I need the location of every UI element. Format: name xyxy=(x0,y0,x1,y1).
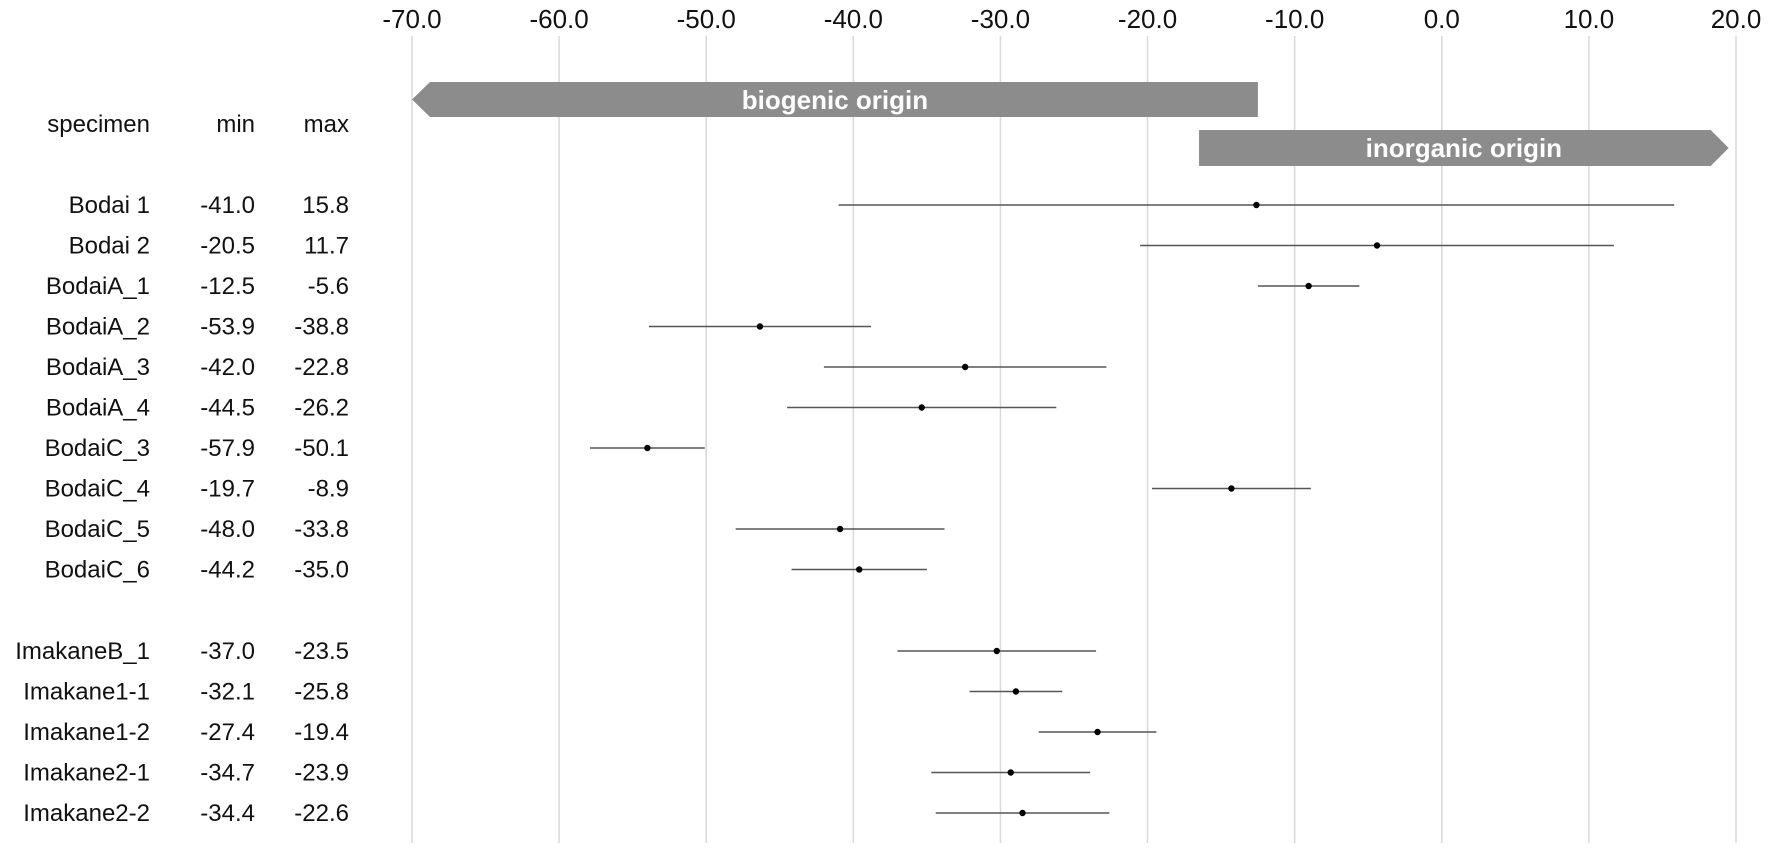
min-value: -20.5 xyxy=(200,233,255,260)
midpoint-marker xyxy=(961,363,969,371)
specimen-label: BodaiA_2 xyxy=(46,314,150,341)
min-value: -44.5 xyxy=(200,395,255,422)
specimen-row: BodaiA_3 -42.0 -22.8 xyxy=(46,354,1107,381)
midpoint-marker xyxy=(756,323,764,330)
specimen-row: Imakane1-2 -27.4 -19.4 xyxy=(23,719,1157,746)
specimen-row: Bodai 1 -41.0 15.8 xyxy=(69,192,1675,219)
x-tick-label: 20.0 xyxy=(1711,4,1762,34)
specimen-label: BodaiC_4 xyxy=(45,476,150,503)
header-specimen: specimen xyxy=(47,111,150,138)
min-value: -12.5 xyxy=(200,273,255,300)
min-value: -53.9 xyxy=(200,314,255,341)
min-value: -34.7 xyxy=(200,760,255,787)
midpoint-marker xyxy=(1012,688,1020,695)
min-value: -48.0 xyxy=(200,516,255,543)
min-value: -37.0 xyxy=(200,638,255,665)
table-header: specimen min max xyxy=(47,111,349,138)
specimen-row: Imakane1-1 -32.1 -25.8 xyxy=(23,679,1063,706)
max-value: -23.5 xyxy=(294,638,349,665)
max-value: -23.9 xyxy=(294,760,349,787)
specimen-row: BodaiA_4 -44.5 -26.2 xyxy=(46,395,1057,422)
specimen-label: Imakane1-2 xyxy=(23,719,150,746)
min-value: -19.7 xyxy=(200,476,255,503)
max-value: 11.7 xyxy=(304,233,349,260)
arrow-label: inorganic origin xyxy=(1366,133,1562,163)
specimen-row: ImakaneB_1 -37.0 -23.5 xyxy=(15,638,1097,665)
gridlines xyxy=(411,36,1737,843)
min-value: -44.2 xyxy=(200,557,255,584)
specimen-label: Imakane2-1 xyxy=(23,760,150,787)
specimen-rows: Bodai 1 -41.0 15.8 Bodai 2 -20.5 11.7 BodaiA_1… xyxy=(15,192,1675,827)
x-tick-label: -60.0 xyxy=(529,4,588,34)
specimen-row: BodaiC_6 -44.2 -35.0 xyxy=(45,557,927,584)
x-tick-label: -10.0 xyxy=(1265,4,1324,34)
specimen-row: Bodai 2 -20.5 11.7 xyxy=(69,233,1614,260)
max-value: 15.8 xyxy=(302,192,349,219)
x-tick-label: -40.0 xyxy=(824,4,883,34)
inorganic-origin-arrow xyxy=(1199,130,1729,166)
specimen-row: Imakane2-1 -34.7 -23.9 xyxy=(23,760,1091,787)
midpoint-marker xyxy=(1228,485,1235,492)
max-value: -22.8 xyxy=(294,354,349,381)
biogenic-origin-arrow xyxy=(412,82,1258,117)
midpoint-marker xyxy=(918,404,925,411)
max-value: -22.6 xyxy=(294,800,349,827)
min-value: -57.9 xyxy=(200,435,255,462)
midpoint-marker xyxy=(856,566,863,573)
specimen-row: BodaiA_2 -53.9 -38.8 xyxy=(46,314,871,341)
x-tick-label: -20.0 xyxy=(1118,4,1177,34)
max-value: -26.2 xyxy=(294,395,349,422)
specimen-row: BodaiC_5 -48.0 -33.8 xyxy=(45,516,945,543)
midpoint-marker xyxy=(1373,242,1381,249)
midpoint-marker xyxy=(1007,769,1014,776)
specimen-label: Bodai 2 xyxy=(69,233,150,260)
x-tick-label: -50.0 xyxy=(677,4,736,34)
max-value: -35.0 xyxy=(294,557,349,584)
header-max: max xyxy=(304,111,349,138)
specimen-row: BodaiC_4 -19.7 -8.9 xyxy=(45,476,1311,503)
max-value: -5.6 xyxy=(308,273,349,300)
specimen-label: Bodai 1 xyxy=(69,192,150,219)
x-axis-ticks: -70.0 -60.0 -50.0 -40.0 -30.0 -20.0 -10.0 0.0 10… xyxy=(382,4,1761,34)
min-value: -32.1 xyxy=(200,679,255,706)
specimen-label: BodaiA_3 xyxy=(46,354,150,381)
specimen-label: BodaiA_4 xyxy=(46,395,150,422)
specimen-row: BodaiC_3 -57.9 -50.1 xyxy=(45,435,705,462)
header-min: min xyxy=(216,111,255,138)
specimen-row: Imakane2-2 -34.4 -22.6 xyxy=(23,800,1110,827)
midpoint-marker xyxy=(1094,728,1101,736)
x-tick-label: 0.0 xyxy=(1424,4,1460,34)
max-value: -50.1 xyxy=(294,435,349,462)
midpoint-marker xyxy=(993,647,1000,655)
min-value: -34.4 xyxy=(200,800,255,827)
max-value: -38.8 xyxy=(294,314,349,341)
midpoint-marker xyxy=(836,525,844,533)
specimen-label: Imakane1-1 xyxy=(23,679,150,706)
max-value: -33.8 xyxy=(294,516,349,543)
min-value: -42.0 xyxy=(200,354,255,381)
x-tick-label: 10.0 xyxy=(1564,4,1615,34)
specimen-row: BodaiA_1 -12.5 -5.6 xyxy=(46,273,1360,300)
specimen-label: ImakaneB_1 xyxy=(15,638,150,665)
x-tick-label: -30.0 xyxy=(971,4,1030,34)
max-value: -19.4 xyxy=(294,719,349,746)
midpoint-marker xyxy=(644,444,651,452)
midpoint-marker xyxy=(1253,201,1260,209)
specimen-label: BodaiC_6 xyxy=(45,557,150,584)
max-value: -8.9 xyxy=(308,476,349,503)
min-value: -27.4 xyxy=(200,719,255,746)
specimen-label: Imakane2-2 xyxy=(23,800,150,827)
specimen-label: BodaiC_5 xyxy=(45,516,150,543)
x-tick-label: -70.0 xyxy=(382,4,441,34)
min-value: -41.0 xyxy=(200,192,255,219)
specimen-label: BodaiC_3 xyxy=(45,435,150,462)
max-value: -25.8 xyxy=(294,679,349,706)
origin-annotations: biogenic origin inorganic origin xyxy=(412,82,1729,166)
arrow-label: biogenic origin xyxy=(742,85,928,115)
midpoint-marker xyxy=(1019,809,1026,817)
specimen-label: BodaiA_1 xyxy=(46,273,150,300)
midpoint-marker xyxy=(1305,282,1312,290)
